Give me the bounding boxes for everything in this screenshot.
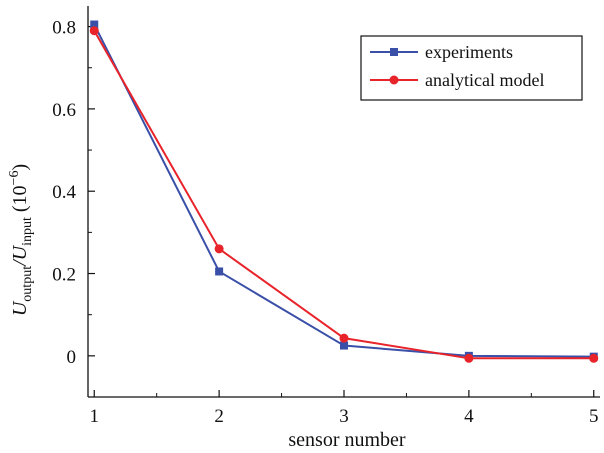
x-tick-label: 2 xyxy=(214,406,224,427)
legend-box xyxy=(360,35,583,101)
x-tick-label: 5 xyxy=(589,406,599,427)
data-point-square xyxy=(90,20,99,29)
y-tick-label: 0.8 xyxy=(52,18,76,39)
x-tick-label: 4 xyxy=(464,406,474,427)
x-tick-label: 1 xyxy=(89,406,99,427)
y-tick-label: 0.2 xyxy=(52,265,76,286)
y-axis-label: Uoutput/Uinput (10−6) xyxy=(7,164,35,316)
data-point-circle xyxy=(589,353,599,363)
legend-marker-circle xyxy=(389,75,399,85)
legend: experiments analytical model xyxy=(360,35,583,101)
data-point-circle xyxy=(214,244,224,254)
y-tick-label: 0 xyxy=(67,347,77,368)
legend-marker-square xyxy=(390,48,398,56)
y-tick-label: 0.6 xyxy=(52,100,76,121)
y-tick-label: 0.4 xyxy=(52,182,76,203)
data-point-circle xyxy=(339,333,349,343)
data-point-circle xyxy=(464,353,474,363)
data-point-circle xyxy=(89,26,99,36)
x-tick-label: 3 xyxy=(339,406,349,427)
series-layer xyxy=(89,20,599,363)
legend-label-1: analytical model xyxy=(425,70,544,90)
x-axis-label: sensor number xyxy=(288,429,406,451)
legend-label-0: experiments xyxy=(425,42,513,62)
data-point-square xyxy=(340,341,348,350)
data-point-square xyxy=(215,267,224,276)
